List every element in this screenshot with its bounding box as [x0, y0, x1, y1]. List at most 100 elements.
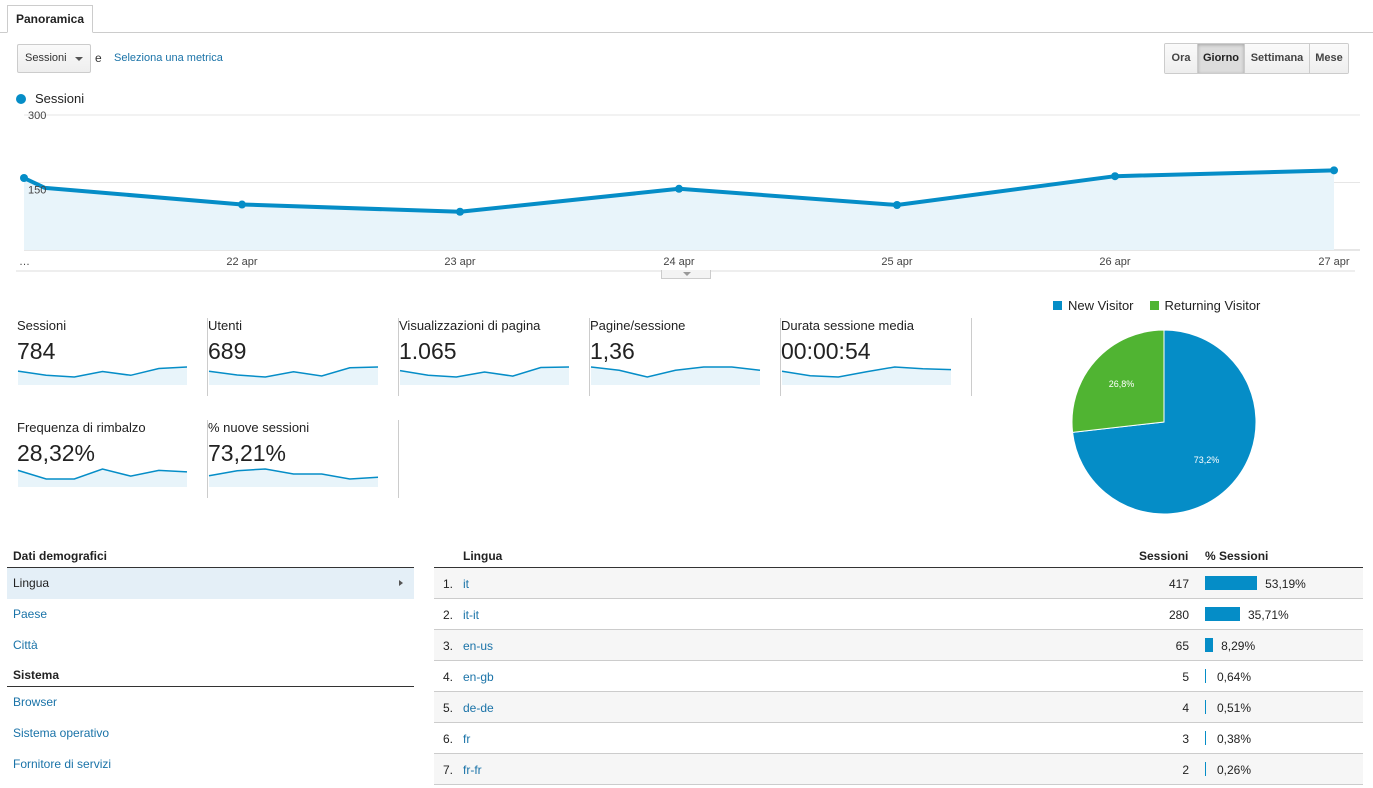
- data-point[interactable]: [20, 174, 28, 182]
- data-point[interactable]: [238, 200, 246, 209]
- sessions-value: 3: [1182, 732, 1189, 746]
- pie-legend-item[interactable]: New Visitor: [1053, 298, 1134, 313]
- language-table: Lingua Sessioni % Sessioni 1. it 417 53,19%…: [434, 546, 1363, 785]
- sessions-value: 417: [1168, 577, 1189, 591]
- data-point[interactable]: [1111, 172, 1119, 181]
- language-link[interactable]: en-gb: [463, 670, 494, 684]
- kpi-card[interactable]: Frequenza di rimbalzo 28,32%: [17, 420, 208, 498]
- metric-dropdown[interactable]: Sessioni: [17, 44, 91, 73]
- legend-swatch-icon: [1053, 301, 1062, 310]
- row-index: 4.: [443, 670, 454, 684]
- kpi-value: 00:00:54: [781, 338, 871, 364]
- table-body: 1. it 417 53,19% 2. it-it 280 35,71% 3. en-us 65 8,…: [434, 568, 1363, 785]
- data-point[interactable]: [893, 201, 901, 209]
- column-header-pct-sessioni[interactable]: % Sessioni: [1205, 549, 1269, 563]
- sparkline-line: [17, 366, 188, 378]
- data-point[interactable]: [675, 184, 683, 193]
- dimension-nav: Dati demografici Lingua Paese Città Sist…: [7, 546, 414, 780]
- share-percent: 0,51%: [1217, 701, 1252, 715]
- tab-panoramica[interactable]: Panoramica: [7, 5, 94, 33]
- nav-item-browser[interactable]: Browser: [13, 695, 58, 709]
- share-percent: 0,26%: [1217, 763, 1252, 777]
- column-header-lingua[interactable]: Lingua: [463, 549, 503, 563]
- select-metric-link[interactable]: Seleziona una metrica: [114, 52, 223, 64]
- nav-item-provider[interactable]: Fornitore di servizi: [13, 757, 112, 771]
- kpi-card[interactable]: Visualizzazioni di pagina 1.065: [399, 318, 590, 396]
- period-month-button[interactable]: Mese: [1310, 44, 1348, 73]
- nav-section-system: Sistema: [7, 665, 414, 687]
- share-bar: [1205, 762, 1206, 776]
- tab-bar: Panoramica: [0, 0, 1373, 33]
- table-row: 6. fr 3 0,38%: [434, 723, 1363, 754]
- kpi-card[interactable]: Pagine/sessione 1,36: [590, 318, 781, 396]
- sparkline-line: [17, 468, 188, 480]
- period-day-button[interactable]: Giorno: [1198, 44, 1245, 73]
- sessions-value: 2: [1182, 763, 1189, 777]
- kpi-card[interactable]: % nuove sessioni 73,21%: [208, 420, 399, 498]
- x-tick-label: 26 apr: [1099, 256, 1131, 268]
- table-row: 3. en-us 65 8,29%: [434, 630, 1363, 661]
- kpi-label: Durata sessione media: [781, 318, 914, 333]
- share-bar: [1205, 669, 1206, 683]
- chart-resize-handle[interactable]: [661, 270, 711, 279]
- kpi-value: 28,32%: [17, 440, 96, 466]
- pie-legend-item[interactable]: Returning Visitor: [1149, 298, 1261, 313]
- data-point[interactable]: [456, 207, 464, 216]
- data-point[interactable]: [1330, 166, 1338, 175]
- period-week-button[interactable]: Settimana: [1245, 44, 1310, 73]
- sparkline-line: [781, 366, 952, 378]
- chart-legend: Sessioni: [16, 91, 84, 106]
- share-bar: [1205, 700, 1206, 714]
- nav-item-citta[interactable]: Città: [13, 638, 38, 652]
- nav-item-label: Lingua: [13, 576, 50, 590]
- column-header-sessioni[interactable]: Sessioni: [1139, 549, 1189, 563]
- kpi-card[interactable]: Durata sessione media 00:00:54: [781, 318, 972, 396]
- kpi-card[interactable]: Utenti 689: [208, 318, 399, 396]
- share-percent: 0,64%: [1217, 670, 1252, 684]
- period-selector: Ora Giorno Settimana Mese: [1164, 43, 1349, 74]
- language-link[interactable]: fr: [463, 732, 471, 746]
- sparkline-line: [208, 468, 379, 480]
- row-index: 6.: [443, 732, 454, 746]
- language-link[interactable]: en-us: [463, 639, 494, 653]
- pie-legend-label: New Visitor: [1068, 298, 1134, 313]
- x-tick-label: 22 apr: [226, 256, 258, 268]
- sparkline-line: [208, 366, 379, 378]
- chart-legend-label: Sessioni: [35, 91, 85, 106]
- x-tick-label: …: [19, 256, 30, 268]
- sparkline-area: [591, 367, 760, 385]
- y-tick-label: 300: [28, 110, 46, 122]
- series-dot-icon: [16, 93, 26, 104]
- x-tick-label: 24 apr: [663, 256, 695, 268]
- kpi-label: Utenti: [208, 318, 242, 333]
- metric-conjunction: e: [95, 51, 102, 65]
- language-link[interactable]: fr-fr: [463, 763, 482, 777]
- kpi-card[interactable]: Sessioni 784: [17, 318, 208, 396]
- sparkline-line: [399, 366, 570, 378]
- kpi-sparkline: [208, 366, 379, 385]
- nav-item-lingua[interactable]: Lingua: [7, 568, 414, 599]
- kpi-label: Visualizzazioni di pagina: [399, 318, 541, 333]
- kpi-label: % nuove sessioni: [208, 420, 310, 435]
- language-link[interactable]: it: [463, 577, 469, 591]
- period-hour-button[interactable]: Ora: [1165, 44, 1198, 73]
- sessions-value: 65: [1175, 639, 1189, 653]
- x-tick-label: 25 apr: [881, 256, 913, 268]
- legend-swatch-icon: [1149, 301, 1159, 310]
- x-tick-label: 23 apr: [444, 256, 476, 268]
- x-tick-label: 27 apr: [1318, 256, 1350, 268]
- kpi-value: 784: [17, 338, 56, 364]
- kpi-value: 1,36: [590, 338, 635, 364]
- language-link[interactable]: de-de: [463, 701, 494, 715]
- kpi-label: Sessioni: [17, 318, 67, 333]
- language-link[interactable]: it-it: [463, 608, 479, 622]
- row-index: 7.: [443, 763, 454, 777]
- pie-legend: New Visitor Returning Visitor: [1053, 298, 1276, 313]
- nav-item-os[interactable]: Sistema operativo: [13, 726, 110, 740]
- nav-item-paese[interactable]: Paese: [13, 607, 48, 621]
- series-line: [23, 168, 1335, 214]
- pie-legend-label: Returning Visitor: [1164, 298, 1261, 313]
- pie-slice[interactable]: [1071, 329, 1165, 433]
- chevron-down-icon: [75, 57, 83, 61]
- sparkline-line: [590, 366, 761, 378]
